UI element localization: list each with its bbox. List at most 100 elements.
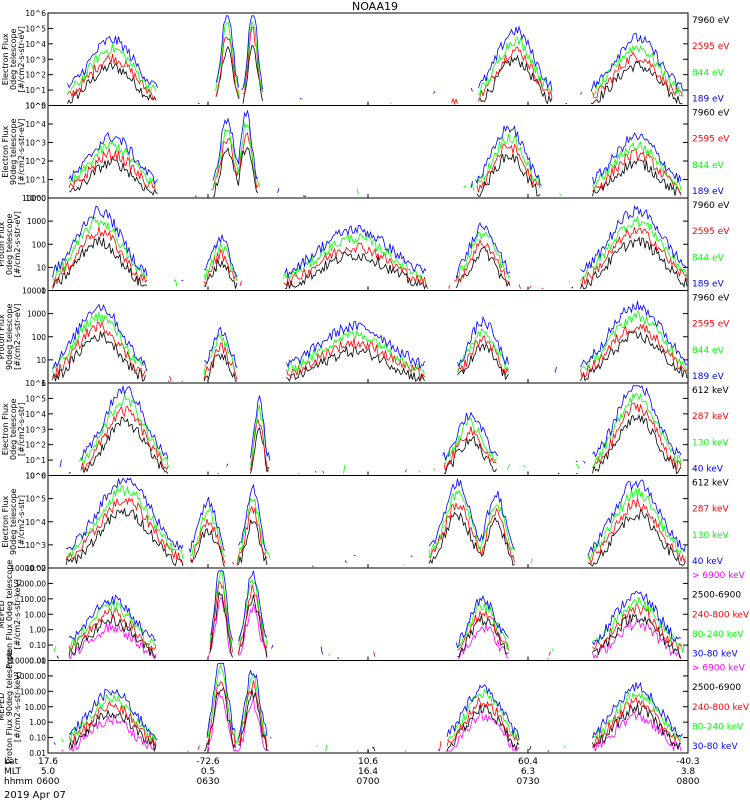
legend-entry: 612 keV (692, 386, 729, 396)
legend-entry: 189 eV (692, 372, 725, 382)
ytick-label: 1 (41, 287, 46, 296)
legend-entry: > 6900 keV (692, 571, 746, 581)
ytick-label: 100 (32, 333, 47, 342)
ylabel-line: 0deg telescope (5, 213, 14, 274)
ytick-label: 10^2 (25, 157, 46, 166)
ytick-label: 0.01 (29, 749, 46, 758)
panel-8: MEPEDProton Flux 90deg telescope[#/cm2-s… (0, 650, 750, 764)
series-trace (52, 226, 688, 289)
series-trace (67, 20, 683, 105)
ylabel-line: Electron Flux (1, 495, 10, 547)
ylabel-line: 90deg telescope (9, 488, 18, 555)
plot-title: NOAA19 (352, 0, 398, 13)
legend-entry: 30-80 keV (692, 650, 738, 660)
ylabel-line: [#/cm2-s-str-eV] (17, 26, 26, 92)
ylabel-line: [#/cm2-s-str-eV] (13, 211, 22, 277)
series-trace (69, 111, 687, 193)
panel-ylabel: MEPEDProton Flux 90deg telescope[#/cm2-s… (0, 650, 22, 764)
ytick-label: 0.01 (29, 657, 46, 666)
ytick-label: 0.10 (29, 641, 46, 650)
ytick-label: 10^0 (25, 102, 46, 111)
xaxis-tick-label: 10.6 (358, 757, 378, 767)
legend-entry: 844 eV (692, 346, 725, 356)
panel-ylabel: MEPEDElectron Flux0deg telescope[#/cm2-s… (0, 398, 26, 459)
panel-4: Proton Flux90deg telescope[#/cm2-s-str-e… (0, 287, 730, 389)
legend-entry: 612 keV (692, 479, 729, 489)
xaxis-tick-label: 5.0 (41, 767, 56, 777)
ylabel-line: MEPED (0, 508, 2, 536)
xaxis-tick-label: 60.4 (518, 757, 538, 767)
series-trace (68, 146, 682, 197)
ytick-label: 10^5 (25, 102, 46, 111)
ylabel-line: [#/cm2-s-str-keV] (13, 671, 22, 742)
legend-entry: 80-240 keV (692, 630, 744, 640)
panel-ylabel: MEPEDProton Flux 0deg telescope[#/cm2-s-… (0, 560, 22, 669)
x-axis: Lat 17.6 -72.6 10.6 60.4 -40.3 MLT 5.0 0.5 16.4 6.… (4, 757, 700, 787)
ytick-label: 10^6 (25, 472, 46, 481)
ytick-label: 10.00 (25, 610, 47, 619)
ylabel-line: 90deg telescope (9, 118, 18, 185)
ytick-label: 10^1 (25, 176, 46, 185)
series-trace (52, 320, 688, 382)
xaxis-tick-label: 0730 (517, 777, 540, 787)
legend-entry: 2595 eV (692, 320, 730, 330)
legend-entry: > 6900 keV (692, 664, 746, 674)
xaxis-tick-label: 0800 (677, 777, 700, 787)
ytick-label: 10000 (22, 287, 46, 296)
series-trace (68, 45, 688, 103)
ytick-label: 10^0 (25, 472, 46, 481)
series-trace (67, 15, 683, 100)
xaxis-tick-label: 0600 (37, 777, 60, 787)
legend-entry: 2595 eV (692, 42, 730, 52)
ylabel-line: MEPED (0, 693, 6, 721)
ytick-label: 10000.00 (10, 564, 46, 573)
ylabel-line: 90deg telescope (5, 303, 14, 370)
series-trace (52, 205, 688, 282)
series-trace (61, 691, 682, 753)
xaxis-row-label: Lat (4, 757, 19, 767)
ylabel-line: [#/cm2-s-str-keV] (13, 579, 22, 650)
legend-entry: 189 eV (692, 95, 725, 105)
series-trace (80, 394, 685, 474)
panel-ylabel: TEDElectron Flux90deg telescope[#/cm2-s-… (0, 118, 26, 185)
xaxis-tick-label: -40.3 (676, 757, 699, 767)
ytick-label: 10 (36, 263, 46, 272)
legend-entry: 2595 eV (692, 227, 730, 237)
series-trace (65, 484, 686, 566)
series-trace (53, 570, 686, 657)
ytick-label: 10^3 (25, 541, 46, 550)
ytick-label: 10^3 (25, 425, 46, 434)
legend-entry: 287 keV (692, 505, 729, 515)
series-trace (52, 216, 688, 287)
ylabel-line: Proton Flux 90deg telescope (5, 650, 14, 764)
legend-entry: 844 eV (692, 161, 725, 171)
ytick-label: 10^5 (25, 394, 46, 403)
legend-entry: 30-80 keV (692, 742, 738, 752)
series-trace (67, 26, 683, 106)
ylabel-line: Proton Flux (0, 222, 6, 267)
series-trace (69, 415, 686, 473)
xaxis-tick-label: 6.3 (521, 767, 535, 777)
ytick-label: 0.10 (29, 734, 46, 743)
ytick-label: 10^4 (25, 40, 46, 49)
legend-entry: 287 keV (692, 412, 729, 422)
ytick-label: 10^4 (25, 410, 46, 419)
series-trace (61, 663, 682, 752)
panel-frame (47, 12, 689, 106)
ytick-label: 1000 (27, 217, 46, 226)
legend-entry: 80-240 keV (692, 722, 744, 732)
ylabel-line: Proton Flux (0, 314, 6, 359)
xaxis-tick-label: 0700 (357, 777, 380, 787)
ytick-label: 10^0 (25, 194, 46, 203)
ytick-label: 10^2 (25, 564, 46, 573)
panel-ylabel: MEPEDElectron Flux90deg telescope[#/cm2-… (0, 488, 26, 555)
legend-entry: 2500-6900 (692, 683, 741, 693)
ylabel-line: TED (0, 144, 2, 161)
ylabel-line: Electron Flux (1, 33, 10, 85)
panel-7: MEPEDProton Flux 0deg telescope[#/cm2-s-… (0, 560, 750, 669)
panel-6: MEPEDElectron Flux90deg telescope[#/cm2-… (0, 472, 729, 574)
panel-frame (47, 105, 689, 199)
series-trace (68, 680, 682, 752)
